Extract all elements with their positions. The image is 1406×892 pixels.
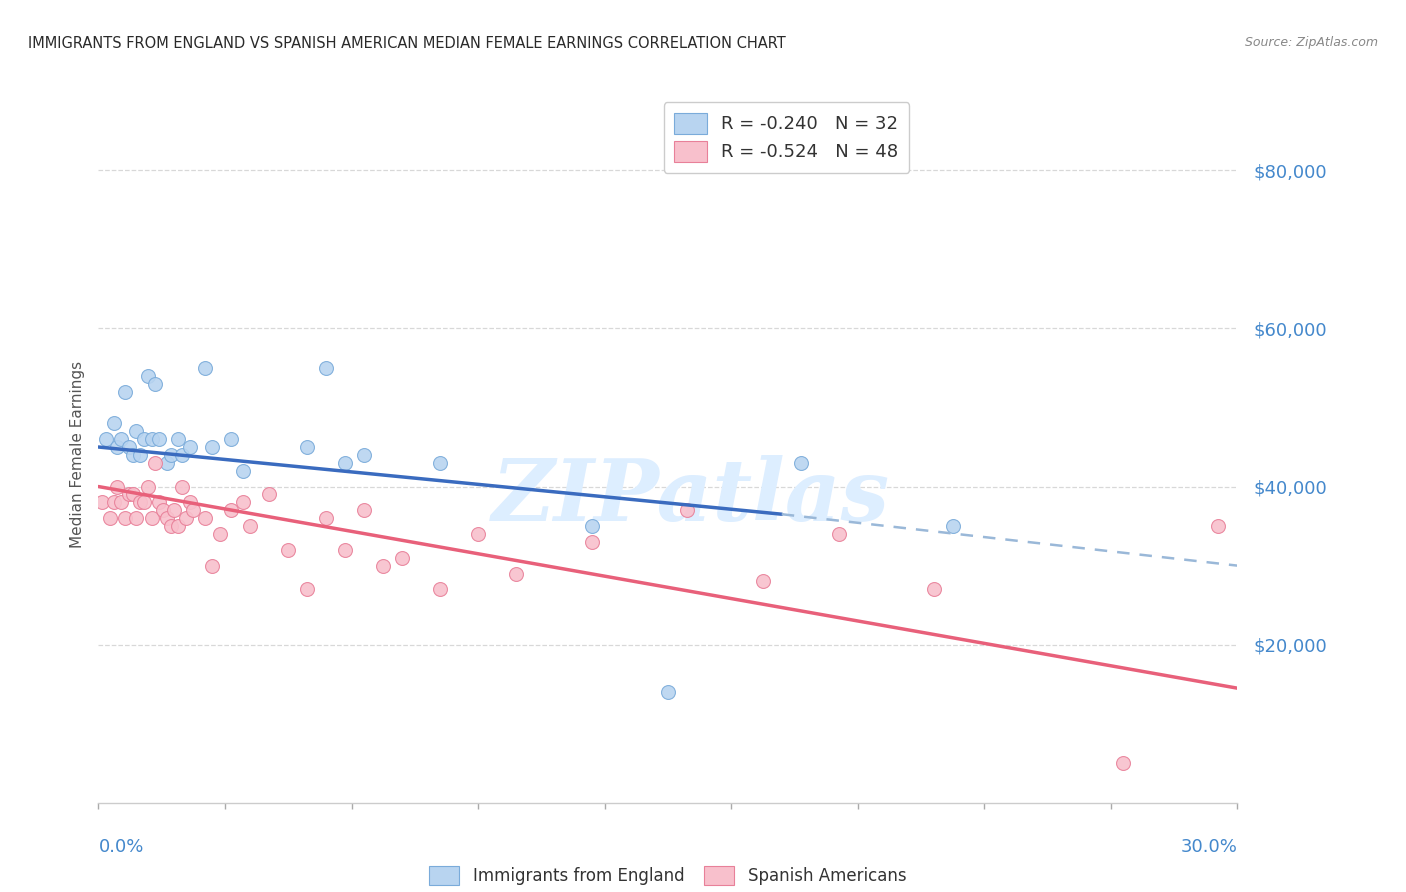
- Point: [91, 495, 114, 509]
- Point: [239, 519, 262, 533]
- Point: [163, 503, 186, 517]
- Point: [107, 479, 129, 493]
- Point: [148, 432, 170, 446]
- Point: [828, 527, 851, 541]
- Point: [136, 368, 159, 383]
- Point: [208, 527, 231, 541]
- Point: [315, 511, 337, 525]
- Point: [1112, 756, 1135, 771]
- Point: [118, 440, 141, 454]
- Point: [194, 511, 217, 525]
- Point: [179, 495, 201, 509]
- Point: [259, 487, 281, 501]
- Point: [125, 511, 148, 525]
- Point: [141, 511, 163, 525]
- Text: IMMIGRANTS FROM ENGLAND VS SPANISH AMERICAN MEDIAN FEMALE EARNINGS CORRELATION C: IMMIGRANTS FROM ENGLAND VS SPANISH AMERI…: [28, 36, 786, 51]
- Point: [391, 550, 413, 565]
- Point: [170, 479, 193, 493]
- Point: [129, 448, 152, 462]
- Point: [145, 456, 167, 470]
- Point: [98, 511, 121, 525]
- Point: [136, 479, 159, 493]
- Point: [942, 519, 965, 533]
- Point: [297, 440, 319, 454]
- Point: [221, 503, 243, 517]
- Point: [110, 495, 132, 509]
- Point: [1208, 519, 1230, 533]
- Point: [353, 503, 375, 517]
- Point: [132, 432, 155, 446]
- Point: [179, 440, 201, 454]
- Point: [114, 384, 136, 399]
- Point: [429, 582, 451, 597]
- Point: [148, 495, 170, 509]
- Point: [103, 495, 125, 509]
- Point: [752, 574, 775, 589]
- Point: [581, 534, 603, 549]
- Point: [167, 519, 190, 533]
- Point: [790, 456, 813, 470]
- Point: [335, 456, 357, 470]
- Point: [110, 432, 132, 446]
- Point: [103, 417, 125, 431]
- Point: [657, 685, 679, 699]
- Point: [353, 448, 375, 462]
- Text: Source: ZipAtlas.com: Source: ZipAtlas.com: [1244, 36, 1378, 49]
- Point: [194, 361, 217, 376]
- Text: 30.0%: 30.0%: [1181, 838, 1237, 856]
- Point: [371, 558, 394, 573]
- Point: [129, 495, 152, 509]
- Point: [335, 542, 357, 557]
- Point: [156, 456, 179, 470]
- Text: 0.0%: 0.0%: [98, 838, 143, 856]
- Point: [201, 558, 224, 573]
- Point: [114, 511, 136, 525]
- Point: [167, 432, 190, 446]
- Point: [581, 519, 603, 533]
- Point: [170, 448, 193, 462]
- Point: [132, 495, 155, 509]
- Point: [94, 432, 117, 446]
- Y-axis label: Median Female Earnings: Median Female Earnings: [69, 361, 84, 549]
- Point: [159, 448, 181, 462]
- Point: [429, 456, 451, 470]
- Point: [201, 440, 224, 454]
- Point: [174, 511, 197, 525]
- Point: [159, 519, 181, 533]
- Point: [232, 495, 254, 509]
- Point: [125, 424, 148, 438]
- Text: ZIPatlas: ZIPatlas: [492, 455, 890, 539]
- Point: [467, 527, 489, 541]
- Point: [118, 487, 141, 501]
- Legend: Immigrants from England, Spanish Americans: Immigrants from England, Spanish America…: [423, 859, 912, 892]
- Point: [107, 440, 129, 454]
- Point: [277, 542, 299, 557]
- Point: [922, 582, 945, 597]
- Point: [221, 432, 243, 446]
- Point: [676, 503, 699, 517]
- Point: [183, 503, 205, 517]
- Point: [121, 487, 143, 501]
- Point: [505, 566, 527, 581]
- Point: [232, 464, 254, 478]
- Point: [315, 361, 337, 376]
- Point: [141, 432, 163, 446]
- Point: [297, 582, 319, 597]
- Point: [121, 448, 143, 462]
- Point: [156, 511, 179, 525]
- Point: [145, 376, 167, 391]
- Point: [152, 503, 174, 517]
